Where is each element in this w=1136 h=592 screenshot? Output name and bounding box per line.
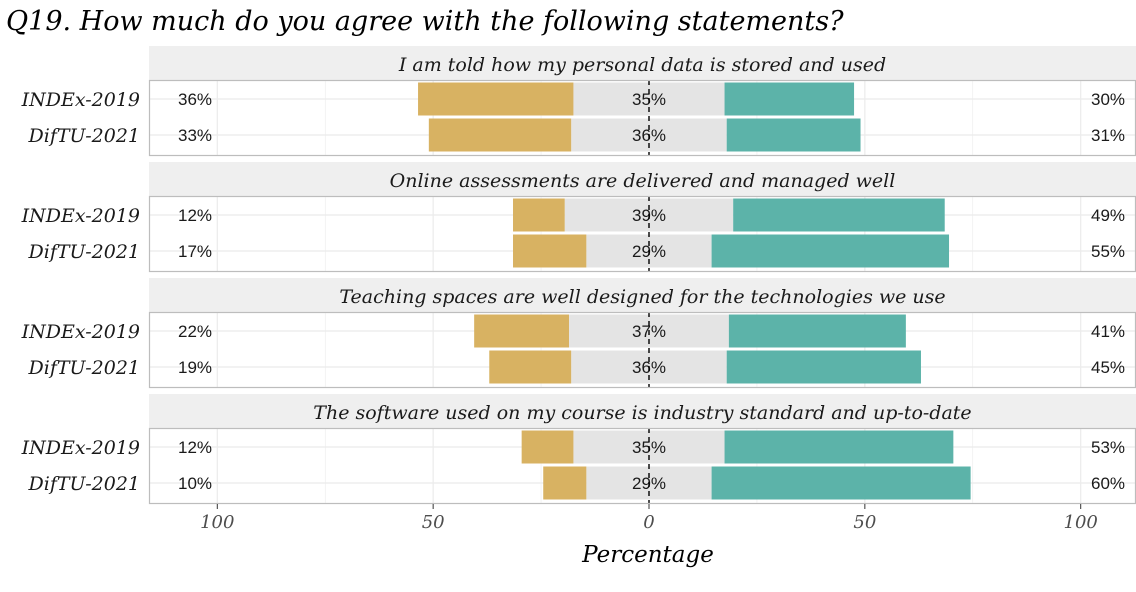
label-disagree: 33% bbox=[178, 126, 212, 145]
panel: I am told how my personal data is stored… bbox=[21, 46, 1136, 157]
row-label: DifTU-2021 bbox=[28, 125, 140, 147]
x-tick-label: 50 bbox=[853, 512, 876, 533]
label-disagree: 12% bbox=[178, 438, 212, 457]
label-disagree: 17% bbox=[178, 242, 212, 261]
panel: Online assessments are delivered and man… bbox=[21, 162, 1136, 273]
label-disagree: 12% bbox=[178, 206, 212, 225]
label-disagree: 10% bbox=[178, 474, 212, 493]
bar-row: 36% 35% 30%INDEx-2019 bbox=[21, 82, 1125, 116]
label-agree: 60% bbox=[1091, 474, 1125, 493]
row-label: INDEx-2019 bbox=[21, 437, 140, 459]
panel-title: I am told how my personal data is stored… bbox=[398, 54, 886, 76]
bar-agree bbox=[726, 118, 861, 152]
panel-title: Online assessments are delivered and man… bbox=[390, 170, 896, 192]
row-label: INDEx-2019 bbox=[21, 321, 140, 343]
bar-agree bbox=[733, 198, 945, 232]
panels: I am told how my personal data is stored… bbox=[21, 46, 1136, 505]
panel-strip bbox=[149, 46, 1136, 80]
bar-row: 17% 29% 55%DifTU-2021 bbox=[28, 234, 1125, 268]
bar-agree bbox=[726, 350, 921, 384]
row-label: DifTU-2021 bbox=[28, 357, 140, 379]
label-agree: 55% bbox=[1091, 242, 1125, 261]
bar-disagree bbox=[489, 350, 572, 384]
bar-disagree bbox=[513, 198, 565, 232]
panel-strip bbox=[149, 162, 1136, 196]
label-agree: 41% bbox=[1091, 322, 1125, 341]
label-agree: 30% bbox=[1091, 90, 1125, 109]
panel-strip bbox=[149, 394, 1136, 428]
bar-disagree bbox=[513, 234, 587, 268]
bar-agree bbox=[711, 466, 971, 500]
bar-agree bbox=[711, 234, 950, 268]
label-disagree: 36% bbox=[178, 90, 212, 109]
bar-disagree bbox=[543, 466, 587, 500]
x-tick-label: 0 bbox=[643, 512, 654, 533]
bar-agree bbox=[724, 82, 855, 116]
panel-title: The software used on my course is indust… bbox=[313, 402, 971, 424]
bar-disagree bbox=[474, 314, 570, 348]
panel: The software used on my course is indust… bbox=[21, 394, 1136, 505]
label-disagree: 19% bbox=[178, 358, 212, 377]
bar-disagree bbox=[521, 430, 574, 464]
label-agree: 45% bbox=[1091, 358, 1125, 377]
bar-disagree bbox=[428, 118, 572, 152]
x-tick-label: 100 bbox=[1064, 512, 1098, 533]
bar-row: 22% 37% 41%INDEx-2019 bbox=[21, 314, 1125, 348]
bar-row: 19% 36% 45%DifTU-2021 bbox=[28, 350, 1125, 384]
panel-title: Teaching spaces are well designed for th… bbox=[339, 286, 945, 308]
bar-agree bbox=[728, 314, 906, 348]
label-agree: 53% bbox=[1091, 438, 1125, 457]
bar-disagree bbox=[418, 82, 574, 116]
bar-agree bbox=[724, 430, 954, 464]
label-agree: 31% bbox=[1091, 126, 1125, 145]
x-axis-label: Percentage bbox=[581, 542, 714, 568]
row-label: INDEx-2019 bbox=[21, 205, 140, 227]
row-label: DifTU-2021 bbox=[28, 473, 140, 495]
x-tick-label: 50 bbox=[422, 512, 445, 533]
row-label: INDEx-2019 bbox=[21, 89, 140, 111]
row-label: DifTU-2021 bbox=[28, 241, 140, 263]
label-disagree: 22% bbox=[178, 322, 212, 341]
panel-strip bbox=[149, 278, 1136, 312]
x-axis: 100 50 0 50 100 bbox=[200, 504, 1098, 533]
x-tick-label: 100 bbox=[200, 512, 234, 533]
panel: Teaching spaces are well designed for th… bbox=[21, 278, 1136, 389]
label-agree: 49% bbox=[1091, 206, 1125, 225]
chart-title: Q19. How much do you agree with the foll… bbox=[6, 6, 844, 37]
bar-row: 12% 35% 53%INDEx-2019 bbox=[21, 430, 1125, 464]
